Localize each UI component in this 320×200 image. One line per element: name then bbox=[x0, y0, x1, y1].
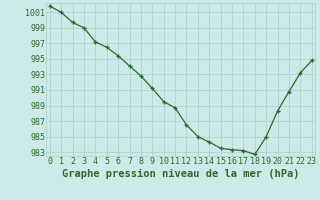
X-axis label: Graphe pression niveau de la mer (hPa): Graphe pression niveau de la mer (hPa) bbox=[62, 169, 300, 179]
